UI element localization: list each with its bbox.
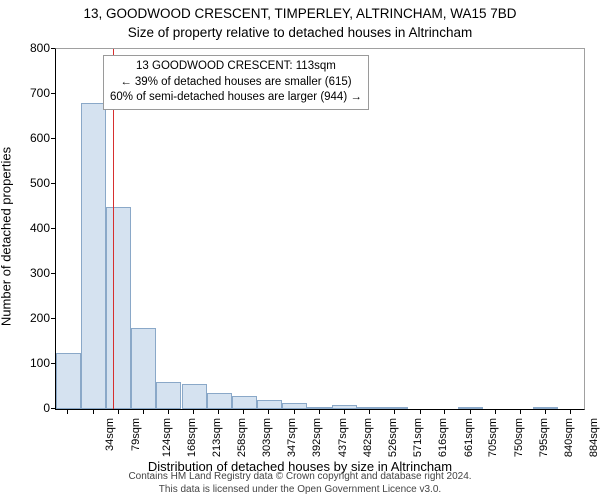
x-tick-mark xyxy=(394,410,395,414)
x-tick-mark xyxy=(93,410,94,414)
x-tick-label: 482sqm xyxy=(362,418,374,457)
y-tick-mark xyxy=(51,408,55,409)
footer-text: Contains HM Land Registry data © Crown c… xyxy=(0,471,600,496)
legend-line-1: 13 GOODWOOD CRESCENT: 113sqm xyxy=(110,59,362,75)
x-tick-label: 661sqm xyxy=(463,418,475,457)
chart-container: 13, GOODWOOD CRESCENT, TIMPERLEY, ALTRIN… xyxy=(0,0,600,500)
y-tick-mark xyxy=(51,228,55,229)
x-tick-mark xyxy=(470,410,471,414)
x-tick-label: 347sqm xyxy=(286,418,298,457)
histogram-bar xyxy=(307,407,332,409)
x-tick-mark xyxy=(369,410,370,414)
x-tick-mark xyxy=(268,410,269,414)
x-tick-label: 840sqm xyxy=(563,418,575,457)
y-axis-label: Number of detached properties xyxy=(0,147,14,326)
x-tick-mark xyxy=(319,410,320,414)
x-tick-mark xyxy=(570,410,571,414)
x-tick-mark xyxy=(143,410,144,414)
histogram-bar xyxy=(357,407,382,409)
x-tick-label: 705sqm xyxy=(487,418,499,457)
chart-title-subtitle: Size of property relative to detached ho… xyxy=(0,25,600,40)
x-tick-label: 884sqm xyxy=(588,418,600,457)
y-tick-mark xyxy=(51,273,55,274)
x-tick-label: 526sqm xyxy=(387,418,399,457)
x-tick-label: 750sqm xyxy=(513,418,525,457)
x-tick-mark xyxy=(495,410,496,414)
histogram-bar xyxy=(207,393,232,409)
histogram-bar xyxy=(282,403,307,409)
legend-line-3: 60% of semi-detached houses are larger (… xyxy=(110,90,362,106)
y-tick-mark xyxy=(51,48,55,49)
chart-title-address: 13, GOODWOOD CRESCENT, TIMPERLEY, ALTRIN… xyxy=(0,6,600,21)
x-tick-mark xyxy=(168,410,169,414)
footer-line-1: Contains HM Land Registry data © Crown c… xyxy=(128,471,471,482)
footer-line-2: This data is licensed under the Open Gov… xyxy=(159,484,441,495)
x-tick-label: 124sqm xyxy=(161,418,173,457)
x-tick-mark xyxy=(218,410,219,414)
histogram-bar xyxy=(182,384,207,409)
x-tick-mark xyxy=(118,410,119,414)
histogram-bar xyxy=(156,382,181,409)
y-tick-label: 300 xyxy=(10,266,50,280)
histogram-bar xyxy=(257,400,282,409)
histogram-bar xyxy=(533,407,558,409)
y-tick-label: 500 xyxy=(10,176,50,190)
histogram-bar xyxy=(131,328,156,409)
y-tick-label: 700 xyxy=(10,86,50,100)
legend-box: 13 GOODWOOD CRESCENT: 113sqm ← 39% of de… xyxy=(103,55,369,110)
histogram-bar xyxy=(106,207,131,410)
x-tick-label: 571sqm xyxy=(412,418,424,457)
histogram-bar xyxy=(56,353,81,409)
x-tick-mark xyxy=(444,410,445,414)
legend-line-2: ← 39% of detached houses are smaller (61… xyxy=(110,75,362,91)
y-tick-label: 200 xyxy=(10,311,50,325)
y-tick-label: 400 xyxy=(10,221,50,235)
histogram-bar xyxy=(458,407,483,409)
y-tick-mark xyxy=(51,183,55,184)
x-tick-label: 34sqm xyxy=(104,418,116,451)
y-tick-mark xyxy=(51,138,55,139)
x-tick-mark xyxy=(545,410,546,414)
histogram-bar xyxy=(81,103,106,409)
histogram-bar xyxy=(383,407,408,409)
histogram-bar xyxy=(332,405,357,410)
y-tick-mark xyxy=(51,363,55,364)
x-tick-label: 616sqm xyxy=(437,418,449,457)
x-tick-mark xyxy=(67,410,68,414)
histogram-bar xyxy=(232,396,257,409)
x-tick-label: 258sqm xyxy=(236,418,248,457)
x-tick-mark xyxy=(520,410,521,414)
x-tick-mark xyxy=(420,410,421,414)
x-tick-label: 392sqm xyxy=(312,418,324,457)
x-tick-label: 79sqm xyxy=(130,418,142,451)
y-tick-mark xyxy=(51,318,55,319)
x-tick-label: 168sqm xyxy=(186,418,198,457)
y-tick-label: 0 xyxy=(10,401,50,415)
x-tick-mark xyxy=(243,410,244,414)
x-tick-label: 795sqm xyxy=(538,418,550,457)
y-tick-label: 800 xyxy=(10,41,50,55)
y-tick-mark xyxy=(51,93,55,94)
x-tick-label: 437sqm xyxy=(337,418,349,457)
x-tick-mark xyxy=(344,410,345,414)
x-tick-label: 303sqm xyxy=(262,418,274,457)
y-tick-label: 600 xyxy=(10,131,50,145)
y-tick-label: 100 xyxy=(10,356,50,370)
x-tick-label: 213sqm xyxy=(211,418,223,457)
x-tick-mark xyxy=(193,410,194,414)
x-tick-mark xyxy=(294,410,295,414)
